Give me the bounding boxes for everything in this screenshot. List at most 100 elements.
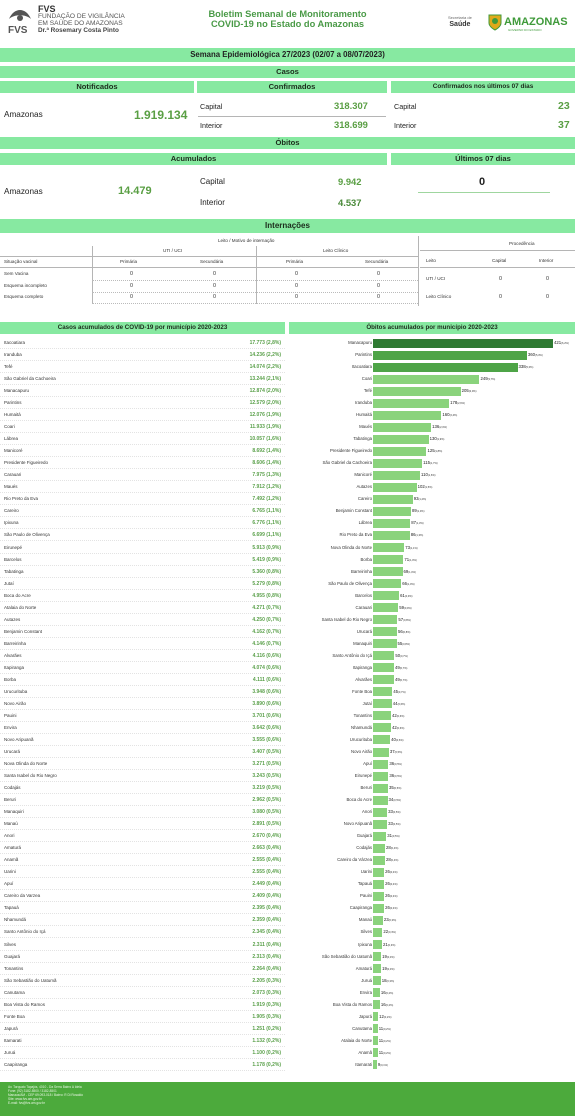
chart-category-label: Boca do Acre: [346, 797, 372, 803]
chart-bar-row: Eirunepé 36(0,5%): [288, 770, 575, 782]
chart-data-value: 57: [398, 616, 404, 622]
city-cases: 2.555 (0,4%): [252, 869, 281, 876]
chart-data-value: 16: [380, 989, 386, 995]
deaths-region-label: Amazonas: [4, 187, 43, 196]
chart-bar-row: Boca do Acre 34(0,5%): [288, 794, 575, 806]
chart-bar-row: Silves 22(0,3%): [288, 926, 575, 938]
chart-bar: [373, 615, 398, 625]
city-name: Coari: [4, 424, 15, 430]
city-name: Tabatinga: [4, 568, 24, 574]
chart-bar-row: Guajará 31(0,5%): [288, 830, 575, 842]
last7-confirmed-header: Confirmados nos últimos 07 dias: [391, 81, 575, 93]
chart-data-percent: (0,8%): [403, 618, 411, 622]
chart-category-label: Atalaia do Norte: [341, 1037, 372, 1043]
chart-bar-row: Caapiranga 26(0,4%): [288, 902, 575, 914]
city-cases: 3.080 (0,5%): [252, 809, 281, 816]
hosp-row-value: 0: [377, 294, 380, 300]
table-row: Anamã 2.555 (0,4%): [0, 854, 285, 867]
hosp-row-value: 0: [377, 271, 380, 277]
city-name: Manicoré: [4, 448, 23, 454]
city-name: Urucurituba: [4, 688, 28, 694]
chart-category-label: Boa Vista do Ramos: [332, 1001, 372, 1007]
chart-data-percent: (1,6%): [427, 474, 436, 478]
deaths-interior-value: 4.537: [338, 197, 362, 208]
chart-bar: [373, 338, 553, 348]
chart-data-percent: (0,4%): [389, 895, 398, 899]
city-cases: 6.765 (1,1%): [252, 508, 281, 515]
chart-data-value: 115: [423, 460, 431, 466]
city-name: Borba: [4, 676, 17, 682]
city-name: Itacoatiara: [4, 340, 26, 345]
city-name: Guajará: [4, 953, 21, 959]
chart-data-percent: (0,6%): [396, 714, 405, 718]
city-name: Itapiranga: [4, 664, 25, 670]
table-row: Tapauá 2.395 (0,4%): [0, 902, 285, 915]
chart-data-label: 249(3,7%): [480, 373, 495, 386]
chart-data-percent: (0,2%): [385, 1003, 394, 1007]
chart-bar: [373, 723, 391, 733]
city-name: Tapauá: [4, 905, 19, 911]
chart-data-percent: (0,6%): [397, 702, 406, 706]
chart-data-percent: (0,9%): [404, 594, 413, 598]
proc-row-label: UTI / UCI: [426, 276, 446, 281]
city-name: Humaitá: [4, 412, 21, 418]
chart-data-label: 69(1,0%): [404, 566, 416, 579]
amazonas-emblem-icon: [488, 14, 502, 31]
city-name: Barreirinha: [4, 640, 27, 646]
chart-data-label: 56(0,8%): [398, 626, 410, 639]
chart-data-value: 26: [385, 881, 390, 887]
city-cases: 5.913 (0,9%): [252, 544, 281, 551]
chart-data-label: 42(0,6%): [392, 722, 404, 735]
chart-bar: [373, 843, 385, 853]
chart-bar-row: Novo Airão 37(0,5%): [288, 746, 575, 758]
table-row: Pauini 3.701 (0,6%): [0, 710, 285, 722]
hosp-row-label: Sem Vacina: [4, 271, 29, 276]
last7-interior-label: Interior: [394, 121, 417, 130]
chart-data-percent: (3,7%): [487, 378, 496, 382]
chart-data-label: 21(0,3%): [383, 939, 395, 952]
chart-bar-row: Benjamin Constant 89(1,3%): [288, 505, 575, 517]
city-name: Nova Olinda do Norte: [4, 761, 48, 767]
chart-data-value: 11: [378, 1049, 384, 1055]
chart-bar-row: Barcelos 61(0,9%): [288, 590, 575, 602]
chart-data-percent: (0,6%): [395, 738, 404, 742]
chart-bar-row: Alvarães 49(0,7%): [288, 674, 575, 686]
chart-bar-row: Manaquiri 55(0,8%): [288, 638, 575, 650]
city-name: Manaquiri: [4, 809, 24, 815]
table-row: Tefé 14.074 (2,2%): [0, 361, 285, 374]
city-cases: 2.205 (0,3%): [252, 977, 281, 984]
chart-category-label: São Gabriel da Cachoeira: [322, 460, 372, 466]
proc-capital-header: Capital: [492, 258, 507, 263]
chart-bar: [373, 795, 388, 805]
fvs-line1: FUNDAÇÃO DE VIGILÂNCIA: [38, 13, 125, 20]
city-name: Codajás: [4, 785, 21, 791]
chart-bar: [373, 699, 392, 709]
city-cases: 3.407 (0,5%): [252, 749, 281, 756]
city-cases: 7.912 (1,2%): [252, 484, 281, 491]
chart-data-value: 16: [380, 1001, 386, 1007]
chart-bar: [373, 518, 411, 528]
chart-bar: [373, 771, 389, 781]
city-name: Novo Airão: [4, 700, 27, 706]
chart-category-label: Itacoatiara: [351, 364, 372, 370]
city-cases: 13.244 (2,1%): [249, 376, 281, 383]
chart-data-label: 33(0,5%): [388, 806, 400, 819]
proc-row-capital: 0: [499, 276, 502, 282]
table-row: Presidente Figueiredo 8.606 (1,4%): [0, 457, 285, 470]
chart-data-percent: (0,3%): [386, 967, 395, 971]
chart-data-percent: (0,5%): [393, 787, 402, 791]
city-cases: 14.236 (2,2%): [249, 352, 281, 359]
chart-bar: [373, 675, 394, 685]
chart-bar-row: Parintins 360(5,3%): [288, 349, 575, 361]
chart-bar: [373, 591, 400, 601]
city-cases: 3.243 (0,5%): [252, 773, 281, 780]
chart-data-value: 26: [385, 893, 390, 899]
table-row: Urucará 3.407 (0,5%): [0, 746, 285, 759]
hosp-row-value: 0: [295, 271, 298, 277]
chart-category-label: Maués: [359, 424, 372, 430]
city-cases: 2.449 (0,4%): [252, 881, 281, 888]
table-row: Nhamundá 2.359 (0,4%): [0, 914, 285, 927]
chart-bar-row: Borba 71(1,0%): [288, 554, 575, 566]
cases-region-label: Amazonas: [4, 110, 43, 119]
chart-bar: [373, 470, 421, 480]
